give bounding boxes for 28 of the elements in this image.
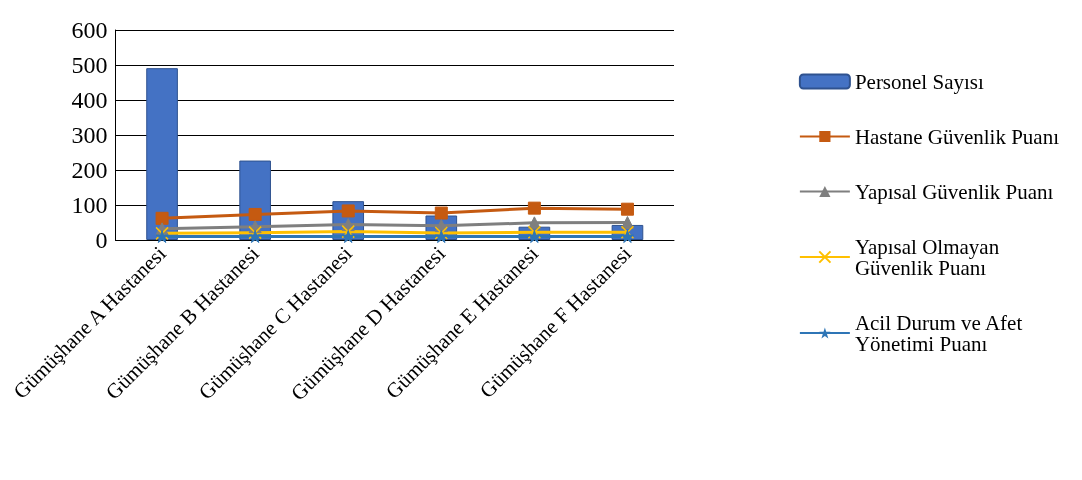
y-tick-label: 400 [71,87,108,113]
y-tick-label: 600 [71,17,108,43]
point [434,230,448,243]
point [341,224,355,239]
legend-label: Acil Durum ve Afet Yönetimi Puanı [854,310,1028,356]
y-tick-label: 200 [71,157,108,183]
bar [146,68,178,240]
point [248,207,262,221]
legend-label: Yapısal Olmayan Güvenlik Puanı [854,234,1005,280]
point [434,206,448,220]
legend-label: Hastane Güvenlik Puanı [854,124,1060,149]
legend-label: Personel Sayısı [854,69,984,94]
y-tick-label: 0 [95,227,108,253]
point [527,201,541,215]
point [155,211,169,225]
y-tick-label: 500 [71,52,108,78]
point [620,202,634,216]
point [341,230,355,243]
y-tick-label: 300 [71,122,108,148]
y-tick-label: 100 [71,192,108,218]
point [155,226,169,241]
point [527,230,541,243]
point [248,230,262,243]
legend-label: Yapısal Güvenlik Puanı [854,179,1054,204]
point [155,230,169,243]
point [248,225,262,240]
point [527,225,542,240]
point [341,204,355,218]
